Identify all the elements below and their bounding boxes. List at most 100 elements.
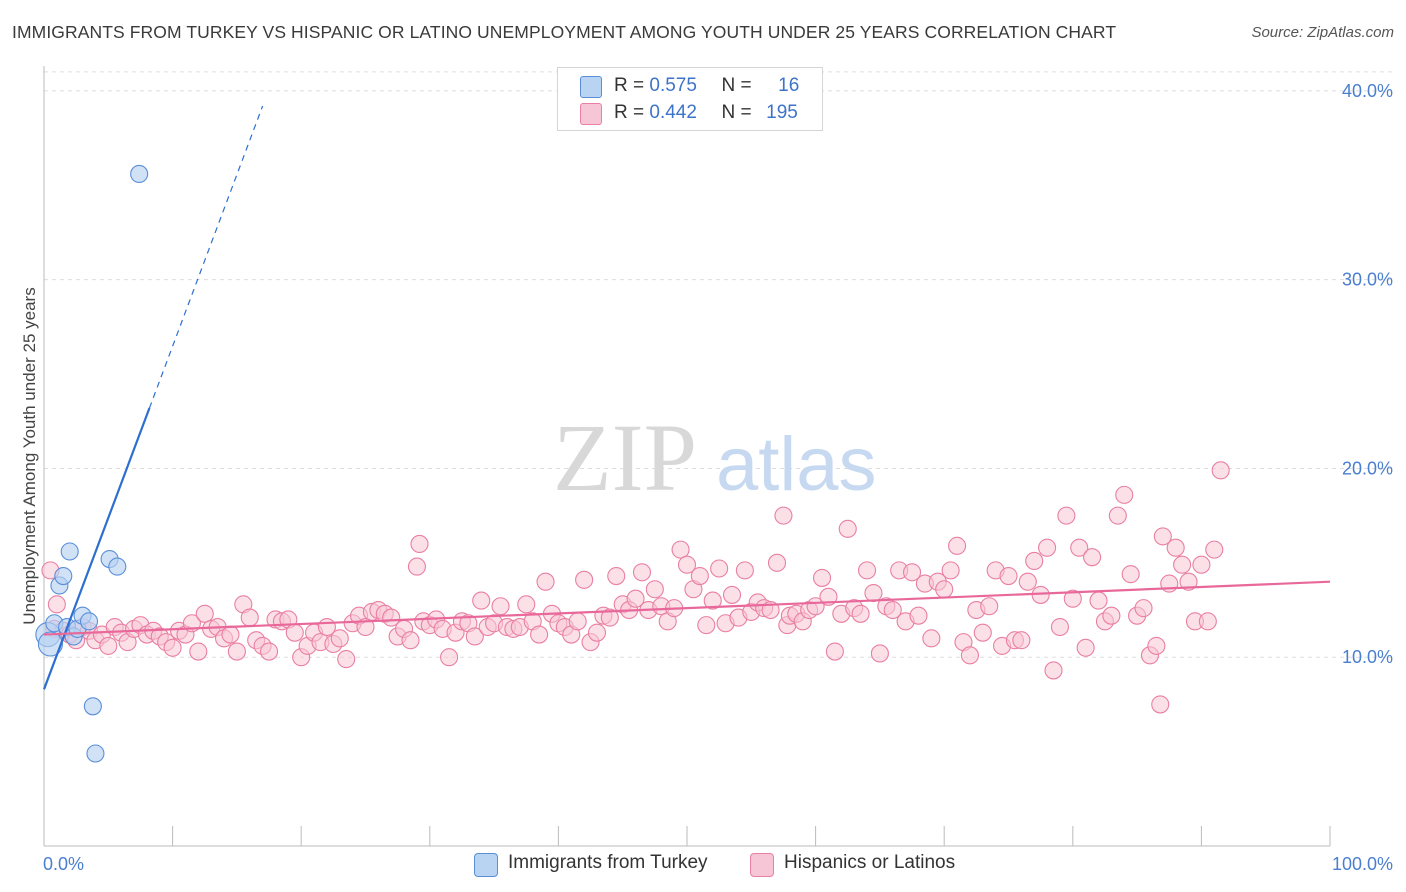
data-point-hispanics <box>240 608 259 627</box>
data-point-hispanics <box>1102 606 1121 625</box>
watermark-atlas: atlas <box>716 422 877 507</box>
legend-r-label: R = <box>614 102 645 123</box>
data-point-hispanics <box>973 623 992 642</box>
data-point-hispanics <box>645 580 664 599</box>
data-point-turkey <box>37 631 63 657</box>
data-point-hispanics <box>697 616 716 635</box>
data-point-hispanics <box>1089 591 1108 610</box>
data-point-hispanics <box>1205 540 1224 559</box>
data-point-hispanics <box>1050 617 1069 637</box>
watermark-zip: ZIP <box>553 404 697 511</box>
data-point-hispanics <box>909 606 928 625</box>
legend-n-label: N = <box>721 102 752 123</box>
data-point-turkey <box>60 542 79 561</box>
legend-r-label: R = <box>614 75 645 96</box>
data-point-hispanics <box>163 638 182 657</box>
data-point-hispanics <box>1012 631 1031 650</box>
data-point-hispanics <box>1070 538 1089 557</box>
bottom-legend-swatch-pink <box>750 853 774 877</box>
y-tick-label: 40.0% <box>1342 81 1393 101</box>
x-tick-labels: 0.0% 100.0% <box>43 854 1393 874</box>
data-point-hispanics <box>1166 538 1185 557</box>
data-point-hispanics <box>587 623 607 642</box>
data-point-hispanics <box>838 519 857 538</box>
data-point-hispanics <box>472 591 491 610</box>
data-point-hispanics <box>337 650 356 669</box>
data-point-hispanics <box>1038 538 1057 557</box>
legend-n-value: 195 <box>766 102 798 123</box>
legend-n-label: N = <box>721 75 752 96</box>
data-point-hispanics <box>1147 636 1166 655</box>
data-point-hispanics <box>1134 599 1153 618</box>
source-label: Source: ZipAtlas.com <box>1251 24 1394 41</box>
bottom-legend-swatch-blue <box>474 853 498 877</box>
data-point-hispanics <box>401 631 420 650</box>
data-point-hispanics <box>1057 506 1076 525</box>
data-point-hispanics <box>1151 695 1170 714</box>
data-point-hispanics <box>1173 555 1192 574</box>
legend-swatch-pink <box>580 103 602 125</box>
data-point-hispanics <box>1179 572 1198 591</box>
data-point-hispanics <box>195 604 214 623</box>
data-point-hispanics <box>1121 565 1140 584</box>
legend-n-value: 16 <box>778 75 800 96</box>
data-point-turkey <box>54 566 73 586</box>
data-point-hispanics <box>767 553 787 572</box>
data-point-hispanics <box>530 625 549 644</box>
data-point-hispanics <box>864 583 883 603</box>
data-point-hispanics <box>259 642 279 661</box>
data-point-hispanics <box>870 644 889 663</box>
data-point-hispanics <box>407 557 426 576</box>
data-point-hispanics <box>1108 506 1127 525</box>
x-tick-label: 0.0% <box>43 854 84 874</box>
data-point-hispanics <box>960 646 979 665</box>
data-point-hispanics <box>722 585 742 604</box>
data-point-hispanics <box>1192 555 1211 574</box>
data-point-hispanics <box>1076 638 1095 657</box>
data-point-hispanics <box>1025 551 1044 570</box>
trend-line-turkey <box>42 407 151 690</box>
data-point-hispanics <box>600 608 619 627</box>
data-point-hispanics <box>883 600 902 620</box>
data-point-hispanics <box>774 506 793 525</box>
data-point-hispanics <box>671 540 690 559</box>
data-point-hispanics <box>851 604 870 623</box>
data-point-turkey <box>79 612 99 631</box>
data-point-hispanics <box>1083 548 1102 567</box>
y-tick-labels: 10.0% 20.0% 30.0% 40.0% <box>1342 81 1393 667</box>
y-axis-label: Unemployment Among Youth under 25 years <box>20 287 39 624</box>
data-point-hispanics <box>980 597 999 616</box>
trend-line-turkey-extension <box>148 105 264 409</box>
data-point-hispanics <box>948 536 967 555</box>
bottom-legend-label-hispanics: Hispanics or Latinos <box>784 852 956 873</box>
data-point-hispanics <box>941 561 960 580</box>
data-point-turkey <box>130 164 149 183</box>
data-point-hispanics <box>1153 527 1172 546</box>
data-point-hispanics <box>465 627 484 646</box>
data-point-hispanics <box>999 566 1018 586</box>
data-point-hispanics <box>440 648 459 667</box>
data-point-hispanics <box>330 629 349 648</box>
data-point-hispanics <box>626 589 645 608</box>
data-point-hispanics <box>575 570 594 589</box>
data-point-hispanics <box>1211 461 1230 480</box>
trend-lines <box>42 105 1331 690</box>
data-point-hispanics <box>902 563 922 582</box>
stats-legend: R = 0.575 N = 16 R = 0.442 N = 195 <box>557 67 823 131</box>
data-point-hispanics <box>517 595 536 614</box>
chart-title: IMMIGRANTS FROM TURKEY VS HISPANIC OR LA… <box>12 22 1117 42</box>
series-turkey-points <box>35 164 149 763</box>
data-point-hispanics <box>568 612 587 631</box>
data-point-hispanics <box>47 595 66 614</box>
data-point-hispanics <box>221 625 240 644</box>
data-point-hispanics <box>710 559 729 578</box>
data-point-hispanics <box>703 591 722 610</box>
y-tick-label: 20.0% <box>1342 458 1393 478</box>
data-point-hispanics <box>677 555 697 574</box>
legend-r-value: 0.575 <box>649 75 697 96</box>
data-point-hispanics <box>1044 661 1063 680</box>
data-point-hispanics <box>1018 572 1037 591</box>
data-point-hispanics <box>632 563 652 582</box>
data-point-hispanics <box>690 566 709 586</box>
